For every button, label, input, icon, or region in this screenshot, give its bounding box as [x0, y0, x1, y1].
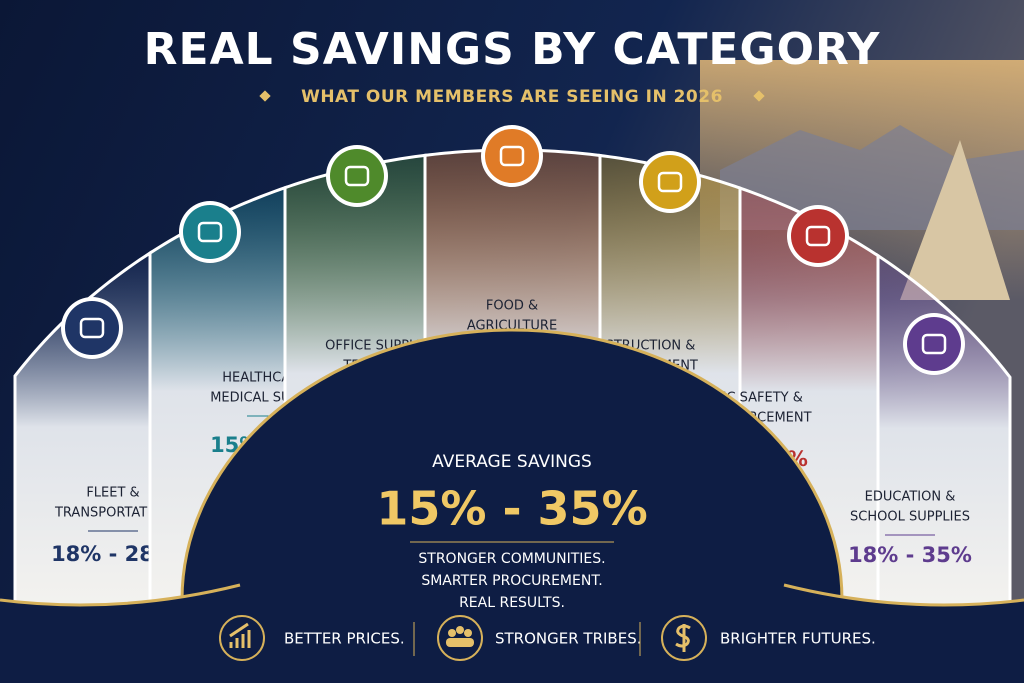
icon-glyph — [657, 171, 683, 193]
icon-glyph — [921, 333, 947, 355]
footer-text: BETTER PRICES. — [284, 630, 405, 648]
icon-glyph — [805, 225, 831, 247]
footer-icon — [661, 615, 707, 661]
summary-line: SMARTER PROCUREMENT. — [421, 573, 602, 589]
summary-line: REAL RESULTS. — [459, 595, 565, 611]
category-name: SCHOOL SUPPLIES — [850, 510, 970, 525]
category-icon — [485, 129, 539, 183]
category-icon — [183, 205, 237, 259]
center-arch — [180, 328, 844, 683]
gold-curve-left — [0, 583, 241, 607]
footer-icon — [219, 615, 265, 661]
category-name: TRANSPORTATION — [54, 506, 171, 521]
icon-glyph — [197, 221, 223, 243]
icon-glyph — [344, 165, 370, 187]
footer: BETTER PRICES. STRONGER TRIBES. BRIGHTER… — [219, 615, 876, 661]
footer-band — [0, 615, 1024, 683]
title: REAL SAVINGS BY CATEGORY — [144, 24, 881, 75]
tipi — [900, 140, 1010, 300]
footer-text: STRONGER TRIBES. — [495, 630, 642, 648]
dollar-icon — [675, 624, 691, 652]
category-icon — [791, 209, 845, 263]
category-icon — [643, 155, 697, 209]
summary-savings: 15% - 35% — [376, 482, 647, 536]
chart-icon — [229, 622, 251, 648]
icon-glyph — [499, 145, 525, 167]
category-name: EDUCATION & — [865, 490, 956, 505]
subtitle: WHAT OUR MEMBERS ARE SEEING IN 2026 — [301, 87, 723, 107]
icon-glyph — [79, 317, 105, 339]
footer-text: BRIGHTER FUTURES. — [720, 630, 876, 648]
category-icon — [65, 301, 119, 355]
summary-label: AVERAGE SAVINGS — [432, 452, 592, 472]
summary-line: STRONGER COMMUNITIES. — [418, 551, 605, 567]
category-savings: 18% - 35% — [848, 543, 972, 567]
category-name: FLEET & — [86, 486, 139, 501]
people-icon — [446, 626, 474, 647]
category-icon — [330, 149, 384, 203]
gold-curve-right — [783, 583, 1024, 607]
category-icon — [907, 317, 961, 371]
category-name: FOOD & — [486, 299, 538, 314]
footer-icon — [437, 615, 483, 661]
